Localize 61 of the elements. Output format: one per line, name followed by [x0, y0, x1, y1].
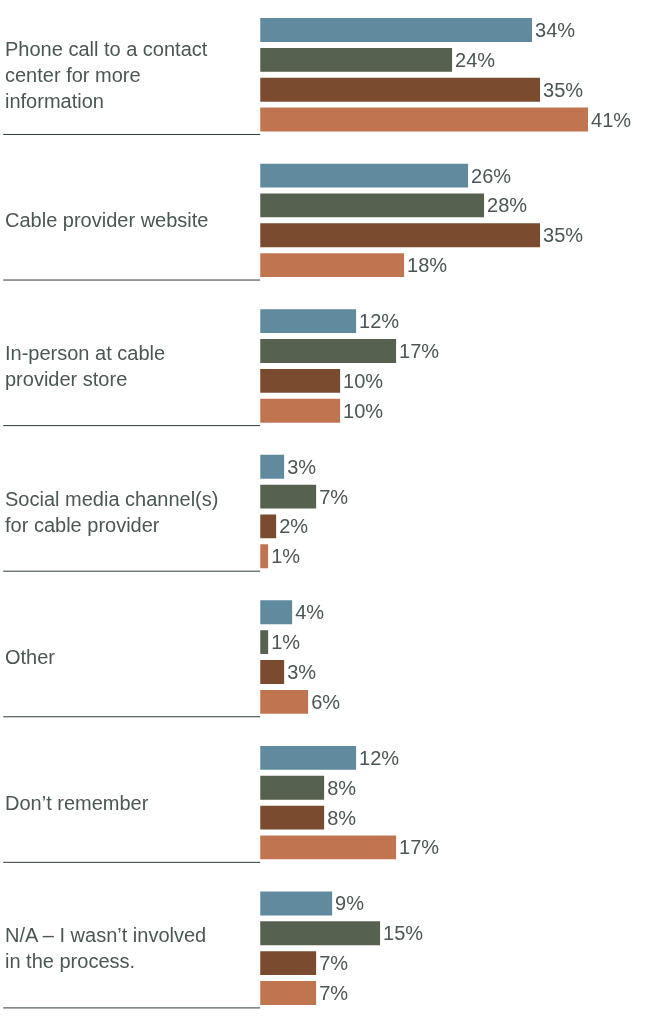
data-label: 15%	[383, 922, 424, 945]
data-label: 8%	[327, 776, 357, 799]
bar	[260, 775, 325, 800]
bar	[260, 514, 277, 539]
bar	[260, 805, 325, 830]
bar	[260, 339, 397, 363]
data-label: 3%	[287, 455, 317, 478]
bar	[260, 454, 285, 479]
data-label: 1%	[271, 545, 301, 568]
data-label: 41%	[591, 108, 632, 131]
data-label: 17%	[399, 836, 440, 859]
bar	[260, 835, 397, 860]
data-label: 26%	[471, 164, 512, 187]
data-label: 12%	[359, 310, 400, 333]
y-tick-label: N/A – I wasn’t involved in the process.	[5, 924, 207, 972]
bar	[260, 163, 469, 188]
bar	[260, 398, 341, 423]
data-label: 7%	[319, 952, 349, 975]
y-tick-label: In-person at cable provider store	[5, 342, 166, 390]
data-label: 35%	[543, 224, 584, 247]
data-label: 28%	[487, 194, 528, 217]
bar	[260, 600, 293, 625]
data-label: 6%	[311, 690, 341, 713]
bar	[260, 689, 309, 714]
data-label: 4%	[295, 601, 325, 624]
data-label: 10%	[343, 399, 384, 422]
bar	[260, 891, 333, 916]
bar	[260, 921, 381, 946]
y-tick-label: Phone call to a contact center for more information	[5, 38, 208, 112]
bar	[260, 660, 285, 684]
data-label: 1%	[271, 631, 301, 654]
data-label: 18%	[407, 254, 448, 277]
data-label: 24%	[455, 48, 496, 71]
data-label: 3%	[287, 660, 317, 683]
bar	[260, 107, 589, 132]
bar	[260, 223, 541, 248]
data-label: 34%	[535, 19, 576, 42]
bar	[260, 368, 341, 393]
y-tick-label: Other	[5, 646, 56, 668]
data-label: 9%	[335, 892, 365, 915]
data-label: 35%	[543, 78, 584, 101]
bar	[260, 193, 485, 218]
data-label: 2%	[279, 515, 309, 538]
data-label: 8%	[327, 806, 357, 829]
data-label: 17%	[399, 340, 440, 363]
y-tick-label: Cable provider website	[5, 209, 209, 231]
y-tick-label: Don’t remember	[5, 792, 149, 814]
bar	[260, 981, 317, 1005]
bar	[260, 77, 541, 102]
bar	[260, 745, 357, 770]
data-label: 7%	[319, 485, 349, 508]
bar	[260, 951, 317, 976]
bar	[260, 18, 533, 42]
data-label: 12%	[359, 746, 400, 769]
y-tick-label: Social media channel(s) for cable provider	[5, 488, 219, 536]
data-label: 7%	[319, 981, 349, 1004]
bar	[260, 47, 453, 72]
bar	[260, 309, 357, 334]
data-label: 10%	[343, 369, 384, 392]
bar	[260, 253, 405, 278]
bar	[260, 484, 317, 509]
